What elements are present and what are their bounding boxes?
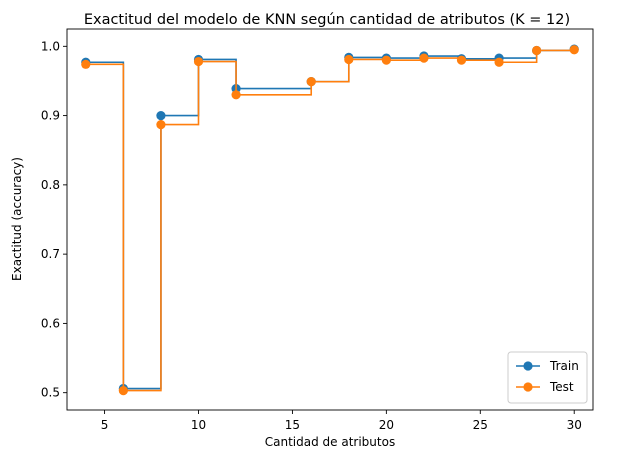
data-point-test	[381, 55, 391, 65]
legend-marker-test	[523, 382, 533, 392]
x-tick-label: 10	[191, 418, 206, 432]
legend-marker-train	[523, 361, 533, 371]
data-point-test	[306, 77, 316, 87]
x-tick-label: 25	[473, 418, 488, 432]
y-tick-label: 0.9	[41, 109, 60, 123]
y-tick-label: 1.0	[41, 39, 60, 53]
data-point-test	[231, 90, 241, 100]
y-tick-label: 0.8	[41, 178, 60, 192]
data-point-test	[532, 45, 542, 56]
x-axis-label: Cantidad de atributos	[265, 435, 395, 449]
data-point-test	[156, 119, 166, 130]
series-line-train	[85, 49, 576, 390]
y-tick-label: 0.7	[41, 247, 60, 261]
x-tick-label: 30	[567, 418, 582, 432]
y-axis: 0.5 0.6 0.7 0.8 0.9 1.0	[41, 39, 67, 400]
data-point-test	[569, 45, 579, 55]
legend-label-test: Test	[549, 380, 574, 394]
series-train	[81, 44, 579, 394]
series-line-test	[85, 49, 576, 392]
data-point-test	[456, 55, 467, 65]
data-point-train	[156, 110, 166, 121]
x-tick-label: 15	[285, 418, 300, 432]
data-point-test	[118, 386, 128, 396]
legend: Train Test	[507, 351, 588, 404]
data-point-test	[81, 59, 91, 69]
x-tick-label: 20	[379, 418, 394, 432]
data-point-test	[494, 57, 504, 67]
axes-frame	[66, 28, 594, 411]
y-axis-label: Exactitud (accuracy)	[10, 157, 24, 281]
chart-title: Exactitud del modelo de KNN según cantid…	[84, 12, 570, 28]
data-point-test	[419, 53, 429, 63]
legend-label-train: Train	[549, 359, 579, 373]
series-test	[81, 45, 579, 396]
data-point-test	[193, 56, 204, 67]
x-tick-label: 5	[101, 418, 109, 432]
y-tick-label: 0.6	[41, 316, 60, 330]
y-tick-label: 0.5	[41, 386, 60, 400]
x-axis: 5 10 15 20 25 30	[101, 410, 582, 432]
data-point-test	[344, 54, 354, 65]
plot-area	[81, 44, 579, 396]
